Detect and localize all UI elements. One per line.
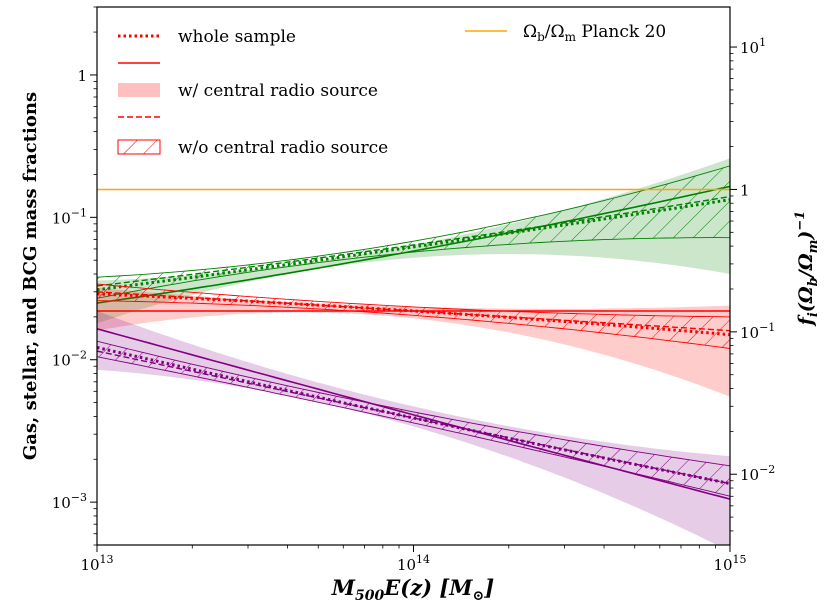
axis-labels: M500E(z) [M⊙] Gas, stellar, and BCG mass… — [20, 92, 821, 604]
x-tick-label: 1014 — [397, 553, 430, 574]
y-tick-label: 10−1 — [52, 206, 87, 227]
axis-ticks: 1013 1014 1015 10−3 10−2 10−1 1 10−2 10−1 1 101 — [52, 6, 775, 574]
legend-label: w/ central radio source — [178, 81, 378, 101]
BCG-with-radio-line — [97, 328, 730, 500]
legend-entry-0: whole sample — [118, 27, 296, 47]
y2-tick-label: 10−2 — [740, 463, 775, 484]
y-tick-label: 1 — [77, 67, 87, 85]
stellar-without-radio-line — [97, 291, 730, 332]
y2-tick-label: 101 — [740, 36, 766, 57]
legend-entry-4: w/o central radio source — [117, 138, 388, 158]
gas-whole-sample-line — [97, 198, 730, 292]
BCG-without-radio-hatch — [97, 340, 730, 497]
gas-with-radio-band — [97, 158, 730, 324]
y2-tick-label: 10−1 — [740, 321, 775, 342]
y2-axis-label: fi(Ωb/Ωm)−1 — [793, 211, 821, 328]
y-axis-label: Gas, stellar, and BCG mass fractions — [20, 92, 41, 460]
legend-planck-label: Ωb/Ωm Planck 20 — [523, 22, 666, 44]
x-axis-label: M500E(z) [M⊙] — [331, 575, 495, 604]
legend-entry-planck: Ωb/Ωm Planck 20 — [465, 22, 666, 44]
legend-entry-2: w/ central radio source — [118, 81, 378, 101]
plot-area — [97, 158, 730, 545]
stellar-whole-sample-line — [97, 292, 730, 337]
stellar-without-radio-hatch — [97, 283, 730, 349]
legend-band-swatch — [118, 83, 160, 97]
gas-without-radio-hatch — [97, 165, 730, 299]
stellar-with-radio-band — [97, 287, 730, 397]
gas-with-radio-line — [97, 185, 730, 304]
legend-label: w/o central radio source — [178, 138, 388, 158]
series-stellar — [97, 283, 730, 397]
y-tick-label: 10−2 — [52, 349, 87, 370]
legend-hatch-swatch — [117, 139, 161, 155]
x-tick-label: 1015 — [713, 553, 746, 574]
legend: whole sample w/ central radio source w/o c… — [117, 22, 666, 158]
y-tick-label: 10−3 — [52, 491, 87, 512]
x-tick-label: 1013 — [80, 553, 113, 574]
y2-tick-label: 1 — [740, 181, 750, 199]
BCG-with-radio-band — [97, 311, 730, 545]
gas-without-radio-line — [97, 195, 730, 287]
series-BCG — [97, 311, 730, 545]
BCG-whole-sample-line — [97, 345, 730, 486]
series-gas — [97, 158, 730, 324]
legend-label: whole sample — [178, 27, 296, 47]
